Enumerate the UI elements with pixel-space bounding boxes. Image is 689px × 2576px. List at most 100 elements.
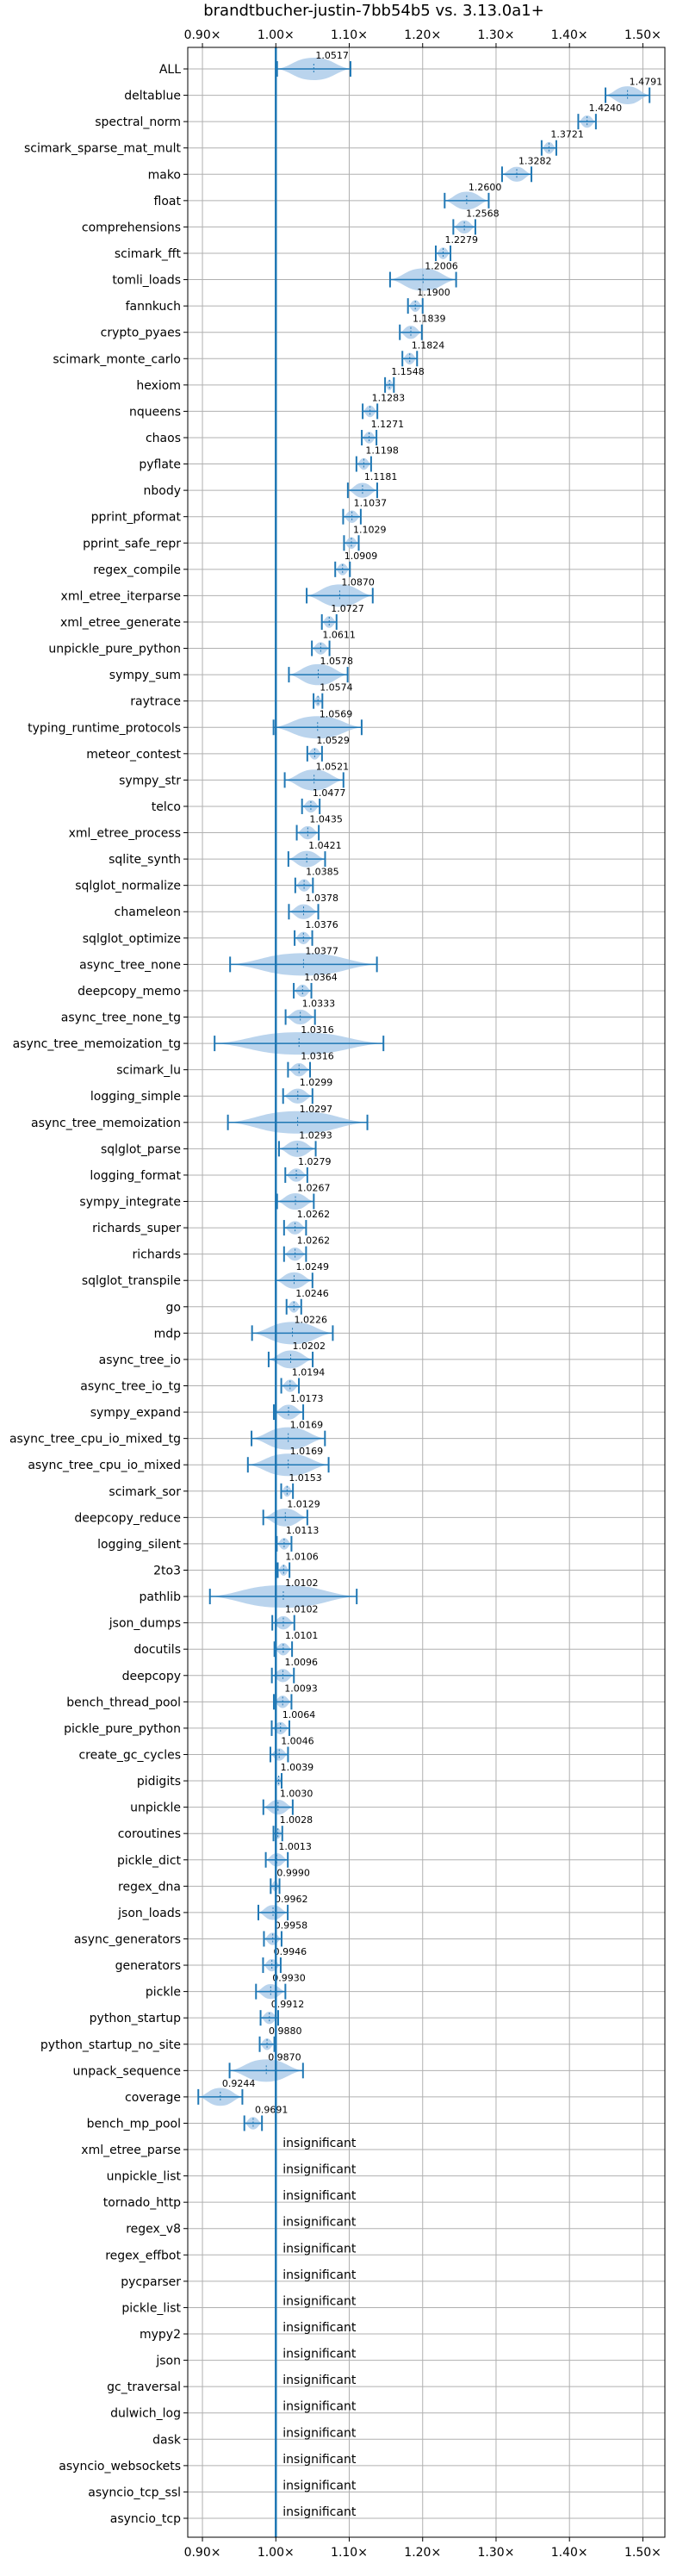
x-tick-label-bottom: 1.00× — [258, 2546, 295, 2560]
benchmark-label: json — [155, 2355, 181, 2368]
value-label: 1.0611 — [322, 630, 356, 641]
benchmark-label: scimark_sparse_mat_mult — [24, 142, 181, 156]
benchmark-label: async_tree_cpu_io_mixed — [28, 1459, 181, 1472]
value-label: 1.1029 — [353, 524, 387, 535]
value-label: 1.0870 — [341, 576, 375, 588]
benchmark-label: pprint_pformat — [91, 511, 182, 525]
benchmark-label: pycparser — [121, 2275, 181, 2289]
value-label: 1.0435 — [309, 814, 343, 825]
benchmark-label: ALL — [159, 63, 181, 77]
benchmark-label: mypy2 — [140, 2328, 181, 2342]
benchmark-label: gc_traversal — [107, 2380, 181, 2394]
benchmark-label: pickle_list — [121, 2301, 181, 2315]
x-tick-label-top: 1.30× — [478, 28, 515, 42]
benchmark-label: async_tree_memoization — [31, 1117, 181, 1130]
benchmark-label: richards_super — [92, 1222, 181, 1235]
insignificant-label: insignificant — [282, 2479, 357, 2492]
benchmark-label: python_startup — [90, 2012, 181, 2025]
benchmark-label: go — [166, 1301, 181, 1315]
value-label: 1.0093 — [284, 1683, 318, 1694]
benchmark-label: async_tree_none_tg — [61, 1011, 181, 1025]
value-label: 1.2279 — [445, 234, 479, 246]
value-label: 1.0364 — [304, 972, 338, 983]
insignificant-label: insignificant — [282, 2348, 357, 2361]
value-label: 1.0727 — [331, 603, 364, 614]
insignificant-label: insignificant — [282, 2268, 357, 2282]
value-label: 1.0039 — [281, 1762, 314, 1773]
insignificant-label: insignificant — [282, 2189, 357, 2203]
value-label: 0.9880 — [269, 2025, 302, 2037]
benchmark-label: scimark_sor — [109, 1485, 181, 1499]
value-label: 1.0173 — [290, 1393, 324, 1404]
benchmark-label: pickle_pure_python — [64, 1722, 181, 1736]
insignificant-label: insignificant — [282, 2321, 357, 2335]
value-label: 1.0194 — [292, 1367, 326, 1378]
value-label: 1.0129 — [287, 1498, 320, 1509]
benchmark-label: python_startup_no_site — [40, 2038, 181, 2052]
value-label: 1.0293 — [299, 1129, 332, 1141]
benchmark-label: unpickle — [130, 1801, 181, 1815]
plot-frame — [187, 47, 666, 2538]
benchmark-label: comprehensions — [82, 221, 181, 234]
value-label: 1.1283 — [372, 392, 406, 403]
x-tick-label-bottom: 1.20× — [404, 2546, 441, 2560]
benchmark-label: xml_etree_generate — [60, 616, 181, 630]
benchmark-label: asyncio_tcp — [110, 2512, 181, 2526]
benchmark-label: async_tree_io — [99, 1353, 181, 1367]
value-label: 1.0569 — [320, 708, 353, 719]
value-label: 1.0279 — [298, 1156, 332, 1167]
benchmark-label: pickle_dict — [117, 1854, 182, 1868]
benchmark-label: async_generators — [74, 1932, 181, 1946]
benchmark-label: logging_format — [90, 1169, 181, 1183]
benchmark-label: deltablue — [124, 90, 181, 103]
value-label: 1.2568 — [466, 208, 500, 219]
value-label: 1.0297 — [300, 1104, 333, 1115]
benchmark-label: async_tree_memoization_tg — [13, 1037, 181, 1051]
value-label: 1.0421 — [308, 840, 342, 851]
benchmark-label: mdp — [154, 1327, 182, 1341]
value-label: 0.9946 — [274, 1946, 307, 1957]
benchmark-label: regex_dna — [118, 1880, 181, 1894]
benchmark-label: telco — [152, 800, 181, 814]
chart-title: brandtbucher-justin-7bb54b5 vs. 3.13.0a1… — [203, 2, 544, 20]
x-tick-label-bottom: 1.10× — [331, 2546, 368, 2560]
x-tick-label-bottom: 0.90× — [184, 2546, 221, 2560]
benchmark-label: sympy_sum — [109, 669, 181, 682]
value-label: 1.0521 — [316, 761, 350, 772]
value-label: 1.0169 — [290, 1420, 324, 1431]
benchmark-label: scimark_fft — [115, 247, 182, 261]
benchmark-label: sympy_integrate — [79, 1196, 181, 1210]
value-label: 1.0377 — [305, 945, 338, 956]
benchmark-label: generators — [115, 1959, 181, 1973]
benchmark-label: pidigits — [137, 1775, 181, 1789]
x-tick-label-top: 1.10× — [331, 28, 368, 42]
benchmark-label: async_tree_cpu_io_mixed_tg — [9, 1433, 181, 1447]
benchmark-label: sqlglot_transpile — [82, 1274, 181, 1288]
value-label: 1.0378 — [305, 893, 338, 904]
value-label: 1.0046 — [281, 1735, 314, 1746]
insignificant-label: insignificant — [282, 2400, 357, 2414]
benchmark-label: coroutines — [118, 1827, 181, 1841]
benchmark-label: regex_v8 — [126, 2223, 181, 2237]
benchmark-label: mako — [148, 168, 181, 182]
benchmark-label: unpickle_list — [107, 2170, 182, 2184]
x-tick-label-top: 1.20× — [404, 28, 441, 42]
top-axis-ticks: 0.90× 1.00× 1.10× 1.20× 1.30× 1.40× 1.50× — [184, 28, 661, 47]
benchmark-label: hexiom — [136, 379, 181, 393]
grid — [188, 47, 665, 2537]
benchmark-label: bench_thread_pool — [66, 1696, 181, 1709]
insignificant-label: insignificant — [282, 2137, 357, 2150]
benchmark-label: meteor_contest — [86, 748, 181, 762]
benchmark-label: sympy_expand — [90, 1406, 181, 1420]
value-label: 1.0262 — [297, 1209, 331, 1220]
benchmark-label: unpickle_pure_python — [48, 643, 181, 656]
value-label: 1.0249 — [295, 1261, 329, 1272]
value-label: 1.1198 — [365, 445, 399, 457]
value-label: 0.9912 — [271, 1999, 305, 2010]
benchmark-label: unpack_sequence — [73, 2064, 181, 2078]
value-label: 1.0096 — [284, 1657, 318, 1668]
value-label: 0.9958 — [275, 1920, 308, 1931]
value-label: 1.0169 — [290, 1446, 324, 1457]
benchmark-label: xml_etree_process — [69, 827, 181, 841]
value-label: 1.2600 — [469, 182, 502, 193]
